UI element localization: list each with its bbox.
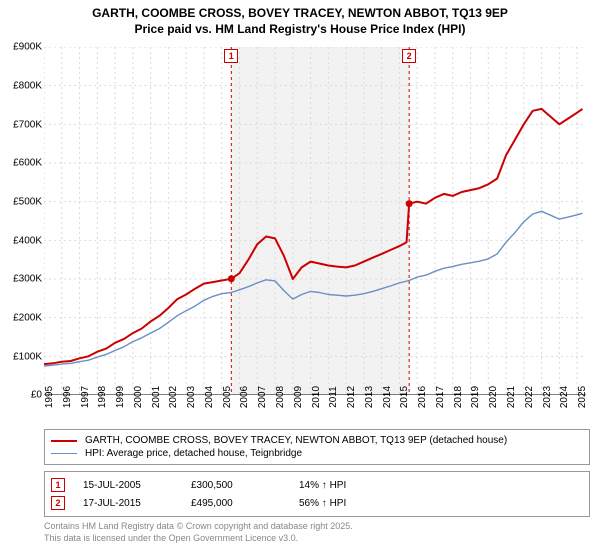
- x-tick-label: 1996: [62, 386, 73, 408]
- x-tick-label: 2013: [364, 386, 375, 408]
- x-tick-label: 2022: [524, 386, 535, 408]
- marker-label: 1: [224, 49, 238, 63]
- annotation-row: 2 17-JUL-2015 £495,000 56% ↑ HPI: [51, 494, 583, 512]
- annotation-date: 15-JUL-2005: [83, 480, 173, 491]
- x-tick-label: 2010: [311, 386, 322, 408]
- x-tick-label: 2003: [186, 386, 197, 408]
- annotation-change: 56% ↑ HPI: [299, 498, 389, 509]
- x-tick-label: 2017: [435, 386, 446, 408]
- x-tick-label: 1995: [44, 386, 55, 408]
- y-tick-label: £700K: [13, 119, 42, 130]
- legend-label: GARTH, COOMBE CROSS, BOVEY TRACEY, NEWTO…: [85, 435, 507, 446]
- plot-region: 12: [44, 47, 586, 395]
- x-tick-label: 2004: [204, 386, 215, 408]
- x-tick-label: 2008: [275, 386, 286, 408]
- x-tick-label: 2000: [133, 386, 144, 408]
- y-axis: £0£100K£200K£300K£400K£500K£600K£700K£80…: [10, 47, 44, 395]
- y-tick-label: £500K: [13, 196, 42, 207]
- footer-line-2: This data is licensed under the Open Gov…: [44, 533, 590, 545]
- x-tick-label: 2009: [293, 386, 304, 408]
- x-tick-label: 2012: [346, 386, 357, 408]
- x-tick-label: 2006: [239, 386, 250, 408]
- x-tick-label: 2019: [470, 386, 481, 408]
- x-tick-label: 2005: [222, 386, 233, 408]
- x-tick-label: 2018: [453, 386, 464, 408]
- legend-swatch: [51, 453, 77, 454]
- x-tick-label: 2011: [328, 386, 339, 408]
- y-tick-label: £200K: [13, 312, 42, 323]
- x-tick-label: 1997: [80, 386, 91, 408]
- footer-line-1: Contains HM Land Registry data © Crown c…: [44, 521, 590, 533]
- annotation-date: 17-JUL-2015: [83, 498, 173, 509]
- x-tick-label: 2001: [151, 386, 162, 408]
- legend-item: HPI: Average price, detached house, Teig…: [51, 447, 583, 460]
- y-tick-label: £100K: [13, 351, 42, 362]
- annotation-row: 1 15-JUL-2005 £300,500 14% ↑ HPI: [51, 476, 583, 494]
- legend-swatch: [51, 440, 77, 442]
- x-tick-label: 2023: [542, 386, 553, 408]
- annotation-price: £300,500: [191, 480, 281, 491]
- chart-area: £0 £100K £200K £300K £400K £500K £600K £700K £80…: [10, 43, 590, 423]
- y-tick-label: £800K: [13, 80, 42, 91]
- x-tick-label: 2020: [488, 386, 499, 408]
- annotation-id-box: 2: [51, 496, 65, 510]
- chart-title: GARTH, COOMBE CROSS, BOVEY TRACEY, NEWTO…: [0, 0, 600, 39]
- x-tick-label: 1998: [97, 386, 108, 408]
- footer: Contains HM Land Registry data © Crown c…: [44, 521, 590, 544]
- y-tick-label: £300K: [13, 274, 42, 285]
- x-tick-label: 1999: [115, 386, 126, 408]
- x-tick-label: 2025: [577, 386, 588, 408]
- title-line-2: Price paid vs. HM Land Registry's House …: [10, 22, 590, 38]
- annotation-price: £495,000: [191, 498, 281, 509]
- annotation-change: 14% ↑ HPI: [299, 480, 389, 491]
- legend-item: GARTH, COOMBE CROSS, BOVEY TRACEY, NEWTO…: [51, 434, 583, 447]
- x-tick-label: 2021: [506, 386, 517, 408]
- title-line-1: GARTH, COOMBE CROSS, BOVEY TRACEY, NEWTO…: [10, 6, 590, 22]
- legend-label: HPI: Average price, detached house, Teig…: [85, 448, 302, 459]
- x-tick-label: 2007: [257, 386, 268, 408]
- marker-label: 2: [402, 49, 416, 63]
- y-tick-label: £400K: [13, 235, 42, 246]
- x-tick-label: 2024: [559, 386, 570, 408]
- chart-svg: [44, 47, 586, 395]
- x-axis: 1995199619971998199920002001200220032004…: [44, 395, 586, 423]
- x-tick-label: 2014: [382, 386, 393, 408]
- x-tick-label: 2016: [417, 386, 428, 408]
- y-tick-label: £600K: [13, 158, 42, 169]
- y-tick-label: £0: [31, 390, 42, 401]
- y-tick-label: £900K: [13, 42, 42, 53]
- annotation-table: 1 15-JUL-2005 £300,500 14% ↑ HPI 2 17-JUL-201…: [44, 471, 590, 517]
- x-tick-label: 2002: [168, 386, 179, 408]
- legend: GARTH, COOMBE CROSS, BOVEY TRACEY, NEWTO…: [44, 429, 590, 465]
- x-tick-label: 2015: [399, 386, 410, 408]
- annotation-id-box: 1: [51, 478, 65, 492]
